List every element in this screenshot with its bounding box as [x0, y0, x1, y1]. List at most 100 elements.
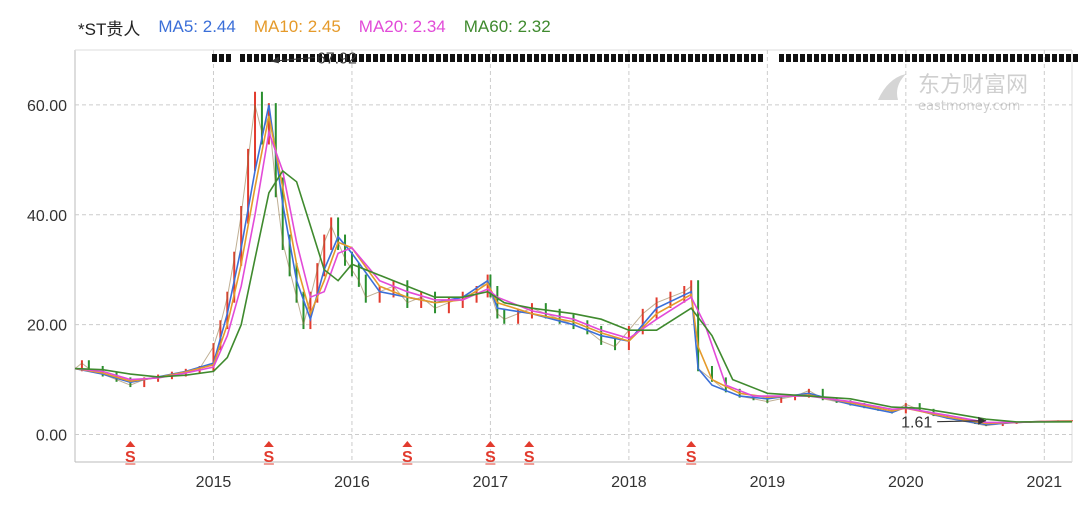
- event-marker: [1038, 54, 1043, 62]
- min-annotation-label: 1.61: [901, 415, 932, 432]
- event-marker: [562, 54, 567, 62]
- event-marker: [373, 54, 378, 62]
- s-marker-label: S: [686, 449, 697, 466]
- event-marker: [485, 54, 490, 62]
- event-marker: [1017, 54, 1022, 62]
- event-marker: [331, 54, 336, 62]
- event-marker: [422, 54, 427, 62]
- event-marker: [499, 54, 504, 62]
- event-marker: [961, 54, 966, 62]
- event-marker: [226, 54, 231, 62]
- event-marker: [478, 54, 483, 62]
- x-tick-label: 2020: [888, 474, 924, 491]
- s-marker-arrow-icon: [263, 441, 274, 447]
- event-marker: [618, 54, 623, 62]
- event-marker: [926, 54, 931, 62]
- event-marker: [751, 54, 756, 62]
- max-annotation-arrowhead: [270, 56, 279, 64]
- event-marker: [611, 54, 616, 62]
- event-marker: [716, 54, 721, 62]
- event-marker: [457, 54, 462, 62]
- x-tick-label: 2015: [196, 474, 232, 491]
- event-marker: [709, 54, 714, 62]
- event-marker: [387, 54, 392, 62]
- event-marker: [702, 54, 707, 62]
- event-marker: [443, 54, 448, 62]
- x-tick-label: 2021: [1027, 474, 1063, 491]
- event-marker: [506, 54, 511, 62]
- event-marker: [681, 54, 686, 62]
- s-marker-label: S: [125, 449, 136, 466]
- event-marker: [254, 54, 259, 62]
- event-marker: [688, 54, 693, 62]
- event-marker: [261, 54, 266, 62]
- min-annotation-pointer: [937, 420, 987, 423]
- min-annotation-arrowhead: [978, 416, 987, 425]
- event-marker: [513, 54, 518, 62]
- event-marker: [394, 54, 399, 62]
- event-marker: [471, 54, 476, 62]
- event-marker: [1052, 54, 1057, 62]
- y-tick-label: 0.00: [36, 428, 67, 445]
- event-marker: [219, 54, 224, 62]
- event-marker: [695, 54, 700, 62]
- legend-item-2: MA20: 2.34: [358, 17, 446, 36]
- event-marker: [1024, 54, 1029, 62]
- event-marker: [520, 54, 525, 62]
- event-marker: [317, 54, 322, 62]
- event-marker: [464, 54, 469, 62]
- event-marker: [968, 54, 973, 62]
- event-marker: [674, 54, 679, 62]
- s-marker: S: [686, 441, 697, 466]
- event-marker: [884, 54, 889, 62]
- event-marker: [1045, 54, 1050, 62]
- s-marker: S: [485, 441, 496, 466]
- event-marker: [569, 54, 574, 62]
- event-marker: [758, 54, 763, 62]
- event-marker: [835, 54, 840, 62]
- event-marker: [324, 54, 329, 62]
- event-marker: [723, 54, 728, 62]
- s-marker-label: S: [524, 449, 535, 466]
- event-marker: [800, 54, 805, 62]
- event-marker: [345, 54, 350, 62]
- s-marker-label: S: [485, 449, 496, 466]
- event-marker: [912, 54, 917, 62]
- s-marker: S: [402, 441, 413, 466]
- event-marker: [401, 54, 406, 62]
- event-marker: [989, 54, 994, 62]
- s-marker: S: [524, 441, 535, 466]
- event-marker: [240, 54, 245, 62]
- event-marker: [730, 54, 735, 62]
- watermark-cn-text: 东方财富网: [918, 73, 1028, 98]
- s-marker-arrow-icon: [125, 441, 136, 447]
- s-marker-arrow-icon: [485, 441, 496, 447]
- event-marker: [548, 54, 553, 62]
- series-line-ma60: [74, 169, 1073, 423]
- event-marker: [856, 54, 861, 62]
- price-candles: [80, 91, 1073, 427]
- stock-name: *ST贵人: [78, 19, 141, 39]
- event-marker: [898, 54, 903, 62]
- event-marker: [870, 54, 875, 62]
- event-marker-strip: [212, 54, 1078, 62]
- legend-item-3: MA60: 2.32: [463, 17, 551, 36]
- event-marker: [366, 54, 371, 62]
- event-marker: [415, 54, 420, 62]
- event-marker: [646, 54, 651, 62]
- event-marker: [891, 54, 896, 62]
- s-marker-label: S: [264, 449, 275, 466]
- event-marker: [653, 54, 658, 62]
- event-marker: [352, 54, 357, 62]
- event-marker: [737, 54, 742, 62]
- legend-item-1: MA10: 2.45: [253, 17, 341, 36]
- event-marker: [212, 54, 217, 62]
- event-marker: [660, 54, 665, 62]
- event-marker: [933, 54, 938, 62]
- event-marker: [597, 54, 602, 62]
- event-marker: [786, 54, 791, 62]
- event-marker: [1073, 54, 1078, 62]
- y-tick-label: 60.00: [27, 98, 67, 115]
- y-tick-label: 40.00: [27, 208, 67, 225]
